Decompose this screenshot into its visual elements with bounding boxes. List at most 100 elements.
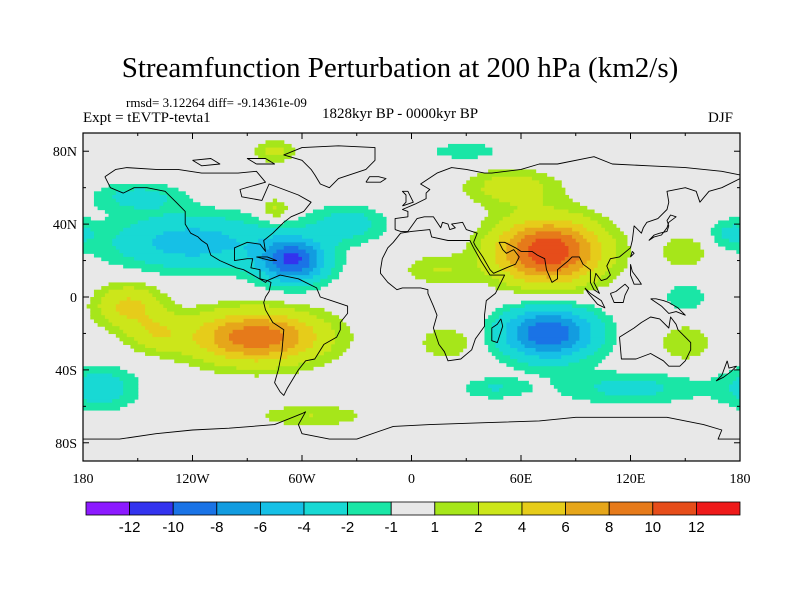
field-cell-679 bbox=[502, 351, 526, 356]
field-cell-417 bbox=[101, 286, 124, 291]
field-cell-89 bbox=[323, 216, 369, 222]
field-cell-208 bbox=[517, 242, 533, 247]
field-cell-504 bbox=[298, 318, 325, 324]
field-cell-316 bbox=[265, 260, 274, 265]
field-cell-492 bbox=[517, 315, 537, 320]
field-cell-502 bbox=[243, 318, 270, 324]
field-cell-66 bbox=[517, 205, 555, 211]
field-cell-783 bbox=[269, 417, 354, 422]
field-cell-751 bbox=[499, 388, 533, 393]
field-cell-708 bbox=[568, 362, 599, 367]
field-cell-499 bbox=[137, 318, 153, 324]
field-cell-19 bbox=[466, 180, 486, 185]
field-cell-57 bbox=[542, 202, 580, 207]
field-cell-248 bbox=[305, 249, 318, 254]
field-cell-10 bbox=[437, 151, 493, 156]
field-cell-663 bbox=[499, 348, 518, 353]
field-cell-238 bbox=[615, 245, 632, 251]
field-cell-373 bbox=[608, 267, 624, 273]
field-cell-96 bbox=[137, 220, 245, 225]
field-cell-767 bbox=[710, 395, 737, 400]
field-cell-768 bbox=[736, 395, 740, 400]
field-cell-151 bbox=[608, 231, 624, 236]
field-cell-702 bbox=[579, 358, 602, 364]
field-cell-285 bbox=[579, 253, 591, 258]
field-cell-626 bbox=[484, 340, 497, 345]
field-cell-76 bbox=[185, 213, 252, 218]
field-cell-612 bbox=[579, 337, 591, 342]
field-cell-67 bbox=[553, 205, 588, 211]
field-cell-225 bbox=[312, 245, 321, 251]
field-cell-548 bbox=[579, 326, 591, 331]
field-cell-568 bbox=[528, 329, 570, 335]
field-cell-602 bbox=[298, 337, 318, 342]
field-cell-635 bbox=[663, 340, 708, 345]
field-cell-439 bbox=[156, 297, 172, 302]
field-cell-503 bbox=[269, 318, 299, 324]
field-cell-649 bbox=[524, 344, 573, 349]
field-cell-258 bbox=[568, 249, 580, 254]
field-cell-164 bbox=[499, 235, 515, 240]
field-cell-527 bbox=[561, 322, 577, 327]
coastline-12 bbox=[491, 318, 504, 344]
field-cell-713 bbox=[513, 366, 595, 371]
field-cell-361 bbox=[320, 267, 332, 273]
field-cell-87 bbox=[225, 216, 259, 222]
field-cell-302 bbox=[477, 256, 497, 262]
field-cell-353 bbox=[612, 264, 628, 269]
field-cell-124 bbox=[123, 227, 186, 232]
field-cell-82 bbox=[510, 213, 584, 218]
field-cell-415 bbox=[506, 282, 588, 287]
field-cell-205 bbox=[480, 242, 497, 247]
field-cell-271 bbox=[272, 253, 285, 258]
field-cell-266 bbox=[123, 253, 186, 258]
field-cell-680 bbox=[524, 351, 573, 356]
field-cell-157 bbox=[156, 235, 230, 240]
field-cell-275 bbox=[316, 253, 325, 258]
field-cell-607 bbox=[491, 337, 507, 342]
field-cell-167 bbox=[572, 235, 584, 240]
field-cell-719 bbox=[83, 373, 88, 378]
field-cell-234 bbox=[568, 245, 580, 251]
field-cell-640 bbox=[243, 344, 270, 349]
field-cell-400 bbox=[247, 278, 263, 284]
field-cell-306 bbox=[531, 256, 566, 262]
field-cell-201 bbox=[305, 242, 321, 247]
field-cell-317 bbox=[272, 260, 285, 265]
field-cell-77 bbox=[272, 213, 281, 218]
field-cell-656 bbox=[207, 348, 226, 353]
field-cell-183 bbox=[499, 238, 511, 243]
field-cell-556 bbox=[196, 329, 215, 335]
field-cell-112 bbox=[480, 224, 497, 229]
field-cell-628 bbox=[506, 340, 522, 345]
field-cell-2 bbox=[448, 143, 486, 149]
field-cell-277 bbox=[334, 253, 347, 258]
field-cell-166 bbox=[524, 235, 573, 240]
field-cell-273 bbox=[298, 253, 310, 258]
field-cell-688 bbox=[316, 355, 340, 360]
field-cell-203 bbox=[338, 242, 361, 247]
field-cell-135 bbox=[710, 227, 723, 232]
field-cell-187 bbox=[561, 238, 577, 243]
field-cell-98 bbox=[283, 220, 318, 225]
field-cell-477 bbox=[309, 311, 332, 316]
field-cell-65 bbox=[484, 205, 518, 211]
field-cell-371 bbox=[579, 267, 595, 273]
field-cell-715 bbox=[83, 369, 128, 375]
field-cell-540 bbox=[312, 326, 332, 331]
field-cell-742 bbox=[502, 384, 533, 389]
field-cell-716 bbox=[214, 369, 299, 375]
field-cell-660 bbox=[331, 348, 347, 353]
field-cell-734 bbox=[550, 380, 602, 386]
field-cell-392 bbox=[327, 275, 340, 280]
field-cell-564 bbox=[484, 329, 493, 335]
field-cell-102 bbox=[499, 220, 526, 225]
field-cell-562 bbox=[334, 329, 351, 335]
field-cell-100 bbox=[371, 220, 387, 225]
field-cell-191 bbox=[615, 238, 628, 243]
field-cell-700 bbox=[499, 358, 518, 364]
field-cell-117 bbox=[583, 224, 602, 229]
field-cell-397 bbox=[550, 275, 580, 280]
field-cell-774 bbox=[83, 402, 128, 407]
